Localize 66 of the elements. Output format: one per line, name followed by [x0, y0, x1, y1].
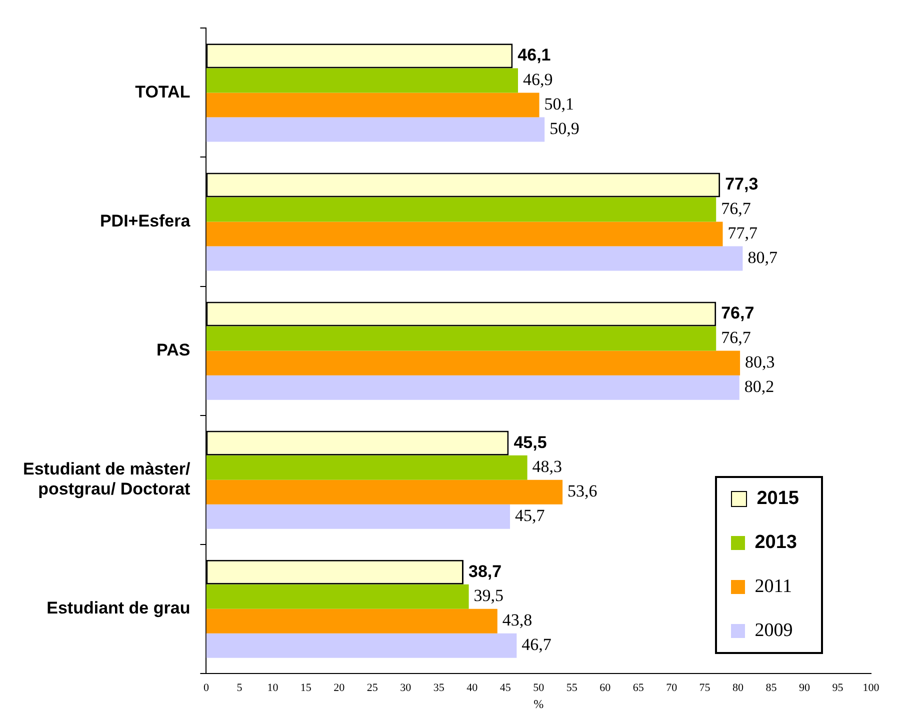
data-label: 46,9: [522, 70, 553, 89]
y-tick-label: Estudiant de màster/ postgrau/ Doctorat: [22, 459, 191, 499]
x-tick-label: 5: [236, 682, 243, 694]
bar: [206, 222, 723, 246]
x-tick-label: 25: [366, 682, 378, 694]
x-tick-label: 45: [500, 682, 512, 694]
bar: [206, 68, 518, 93]
data-label: 77,7: [728, 223, 758, 242]
bar: [206, 246, 743, 271]
bar: [206, 350, 740, 376]
x-tick-label: 75: [699, 682, 711, 694]
data-label: 76,7: [721, 304, 754, 323]
x-tick-label: 95: [832, 682, 844, 694]
x-tick-label: 15: [300, 682, 312, 694]
x-axis-title: %: [534, 696, 544, 711]
x-tick-label: 100: [862, 682, 880, 694]
bar: [206, 480, 563, 504]
data-label: 76,7: [721, 328, 752, 348]
data-label: 45,5: [514, 432, 547, 452]
x-tick-label: 65: [632, 682, 644, 694]
data-label: 48,3: [532, 457, 562, 476]
data-label: 39,5: [474, 586, 504, 606]
data-label: 46,1: [518, 46, 551, 65]
x-tick-label: 35: [433, 682, 445, 694]
data-label: 77,3: [725, 174, 758, 194]
bar: [206, 584, 469, 609]
legend-label: 2011: [754, 576, 792, 598]
x-tick-label: 70: [666, 682, 678, 694]
y-tick-label: PDI+Esfera: [100, 211, 191, 230]
legend-label: 2015: [756, 488, 799, 510]
bar: [206, 608, 498, 634]
x-tick-label: 90: [799, 682, 811, 694]
data-label: 50,1: [544, 94, 574, 114]
x-tick-label: 60: [600, 682, 612, 694]
data-label: 50,9: [550, 118, 580, 138]
legend-label: 2009: [754, 620, 793, 642]
data-label: 80,3: [745, 352, 775, 372]
x-tick-label: 0: [203, 682, 210, 694]
bar: [206, 117, 545, 142]
data-label: 53,6: [568, 482, 598, 501]
data-label: 45,7: [515, 506, 546, 526]
bar: [206, 326, 716, 351]
x-tick-label: 85: [766, 682, 778, 694]
x-tick-label: 20: [334, 682, 346, 694]
data-label: 43,8: [502, 610, 532, 630]
x-tick-label: 80: [732, 682, 744, 694]
data-label: 38,7: [468, 562, 502, 581]
y-tick-label: Estudiant de grau: [46, 598, 190, 618]
bar: [206, 455, 528, 480]
data-label: 76,7: [721, 198, 752, 218]
x-tick-label: 40: [466, 682, 478, 694]
x-tick-label: 55: [566, 682, 578, 694]
bar: [206, 504, 510, 529]
data-label: 80,2: [744, 377, 774, 396]
x-tick-label: 10: [267, 682, 279, 694]
bar: [206, 633, 517, 658]
legend-label: 2013: [754, 532, 797, 554]
x-tick-label: 30: [400, 682, 412, 694]
bar: [206, 375, 740, 400]
x-tick-label: 50: [533, 682, 545, 694]
y-tick-label: TOTAL: [135, 82, 190, 102]
data-label: 46,7: [522, 635, 552, 654]
bar: [206, 197, 716, 222]
y-tick-label: PAS: [156, 340, 190, 360]
data-label: 80,7: [748, 248, 778, 268]
bar: [206, 92, 540, 118]
